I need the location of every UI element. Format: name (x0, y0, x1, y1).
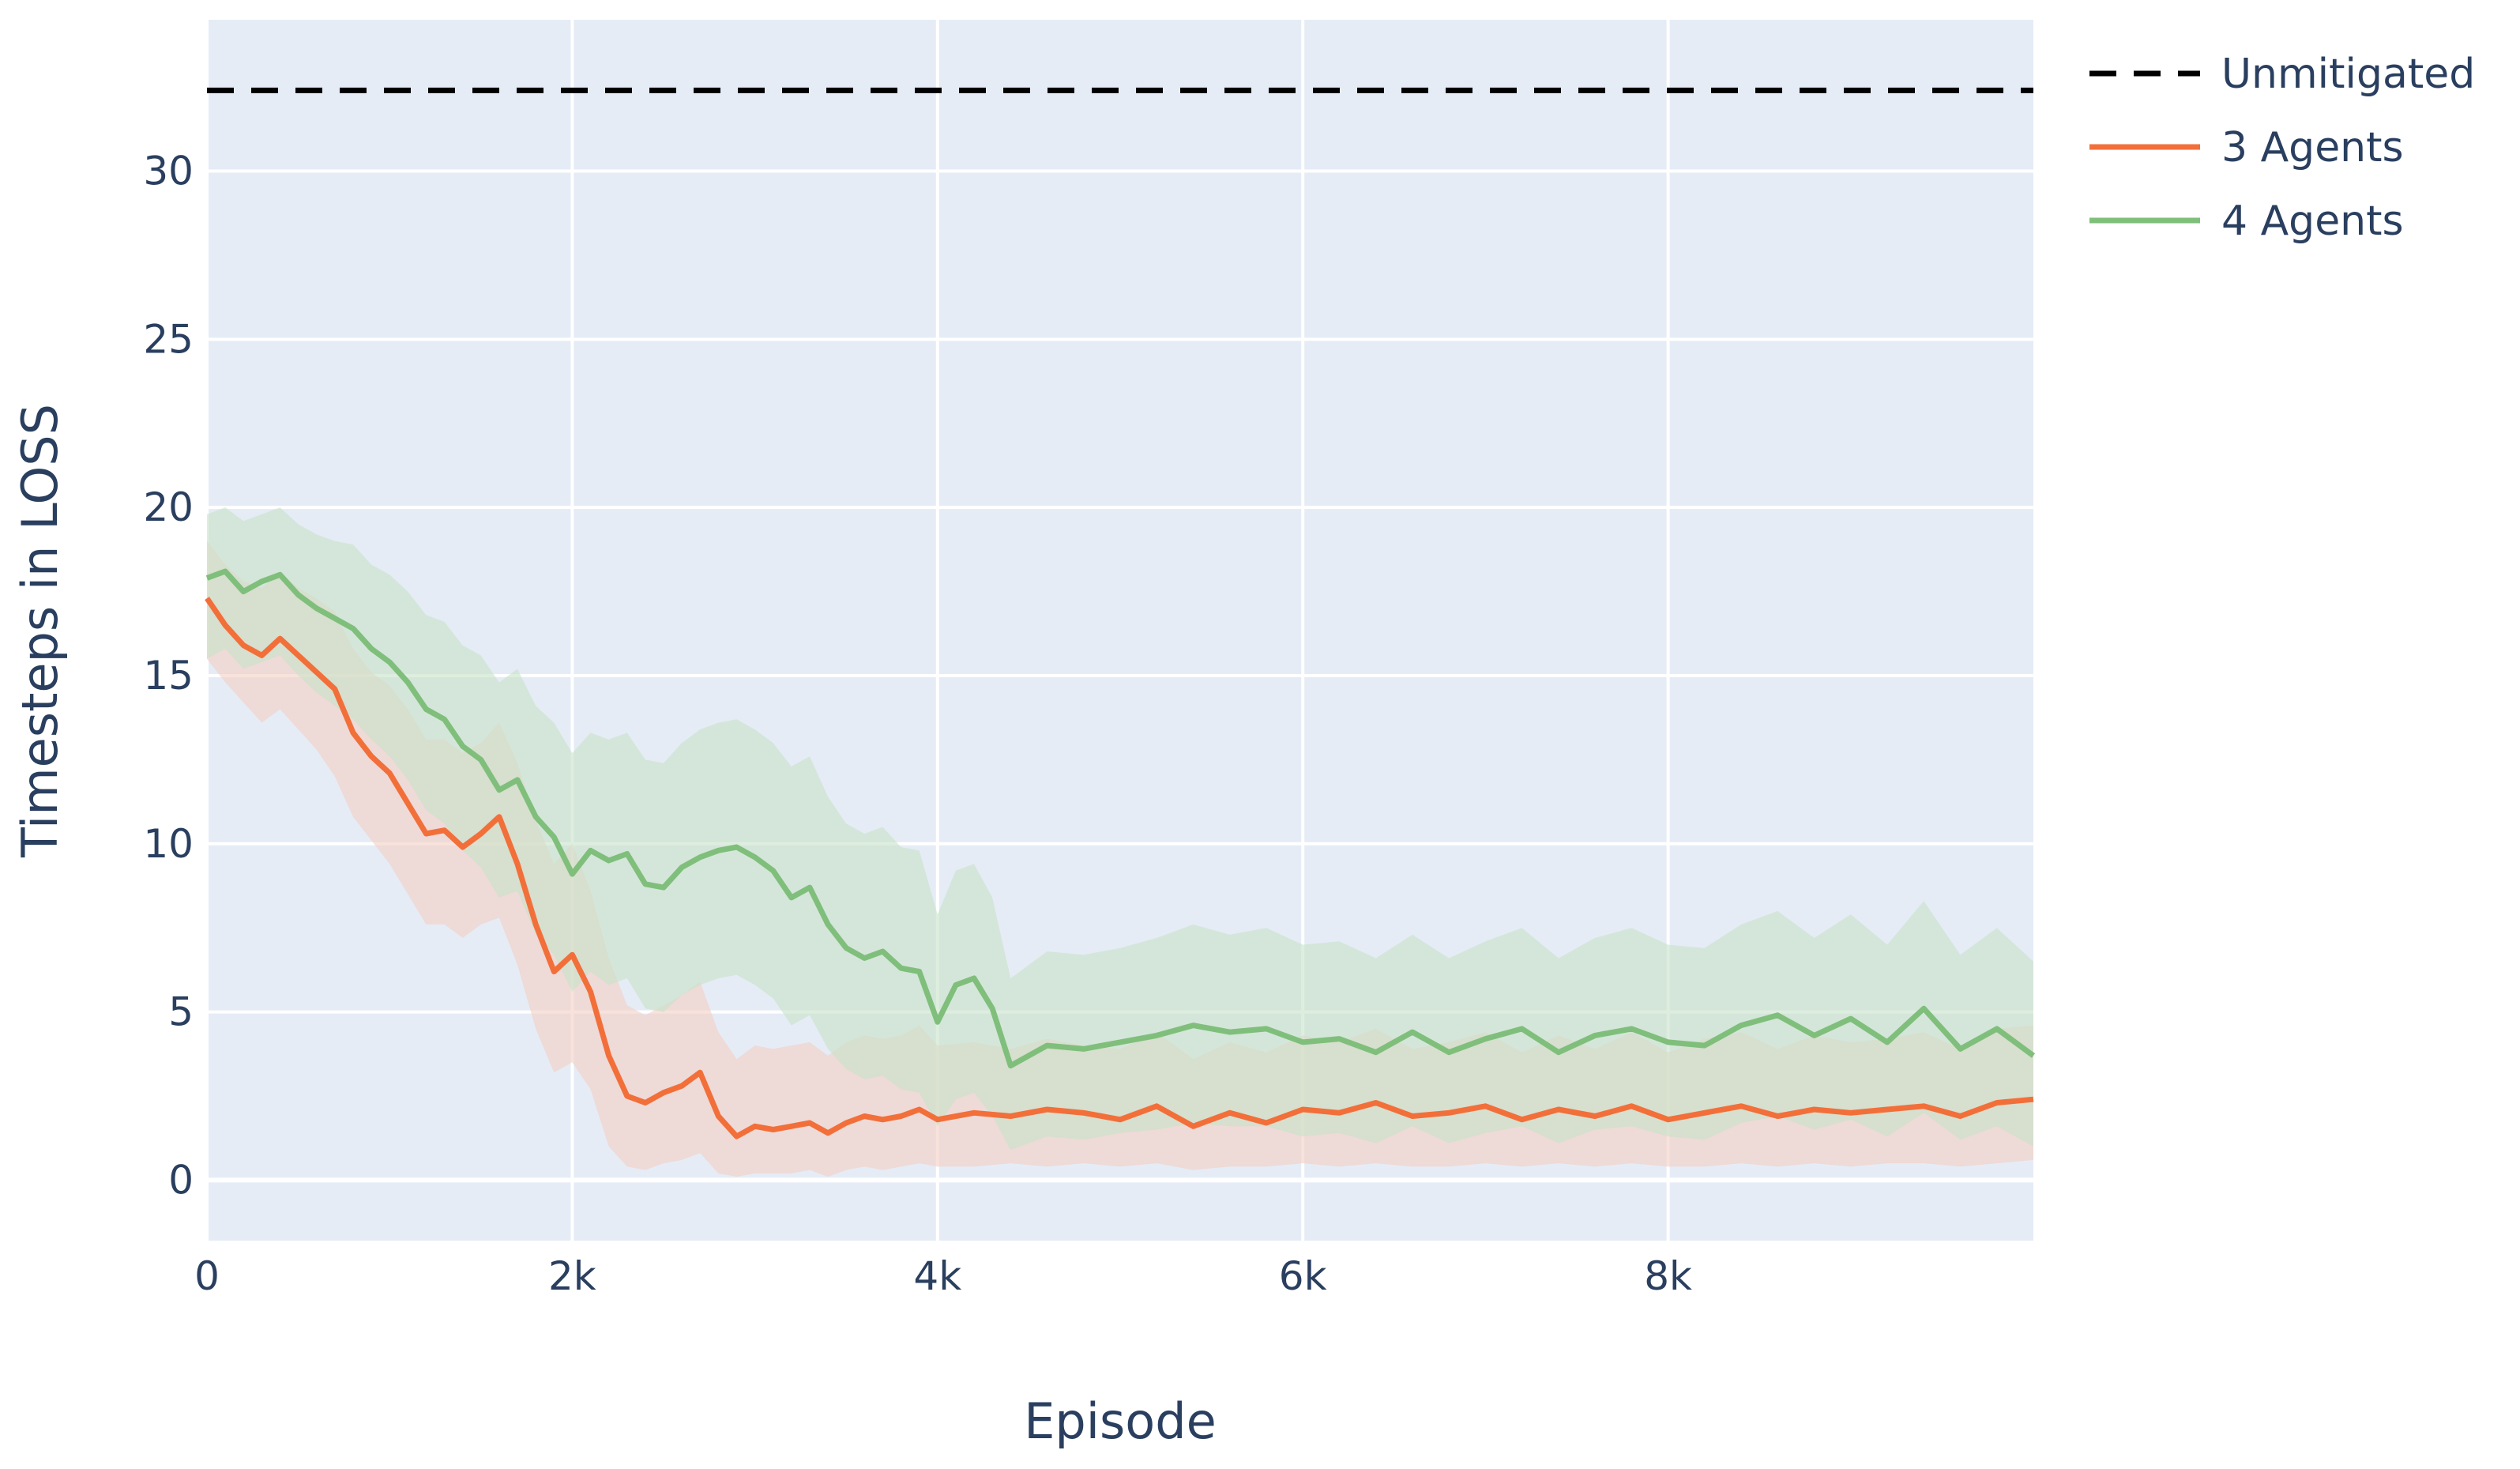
y-tick-label: 20 (143, 484, 194, 530)
x-axis-title: Episode (1024, 1392, 1217, 1450)
legend-label-4-agents: 4 Agents (2221, 198, 2404, 245)
y-tick-label: 0 (168, 1157, 194, 1203)
y-axis-title: Timesteps in LOSS (11, 404, 69, 858)
x-tick-label: 6k (1279, 1253, 1327, 1299)
tick-layer: 0 2k 4k 6k 8k 0 5 10 15 20 25 30 (143, 149, 1692, 1299)
legend-label-unmitigated: Unmitigated (2221, 51, 2475, 98)
series-line-4-agents (205, 568, 2036, 1069)
x-tick-label: 8k (1644, 1253, 1692, 1299)
legend: Unmitigated 3 Agents 4 Agents (2089, 51, 2475, 245)
x-tick-label: 4k (913, 1253, 961, 1299)
y-tick-label: 25 (143, 316, 194, 362)
x-tick-label: 2k (548, 1253, 596, 1299)
x-tick-label: 0 (194, 1253, 220, 1299)
band-layer (207, 507, 2033, 1177)
y-tick-label: 10 (143, 821, 194, 867)
legend-label-3-agents: 3 Agents (2221, 124, 2404, 171)
series-band-3-agents (207, 541, 2033, 1177)
y-tick-label: 15 (143, 653, 194, 699)
line-layer (205, 87, 2036, 1139)
series-band-4-agents (207, 507, 2033, 1151)
series-line-3-agents (205, 597, 2034, 1139)
y-tick-label: 5 (168, 989, 194, 1035)
y-tick-label: 30 (143, 149, 194, 194)
